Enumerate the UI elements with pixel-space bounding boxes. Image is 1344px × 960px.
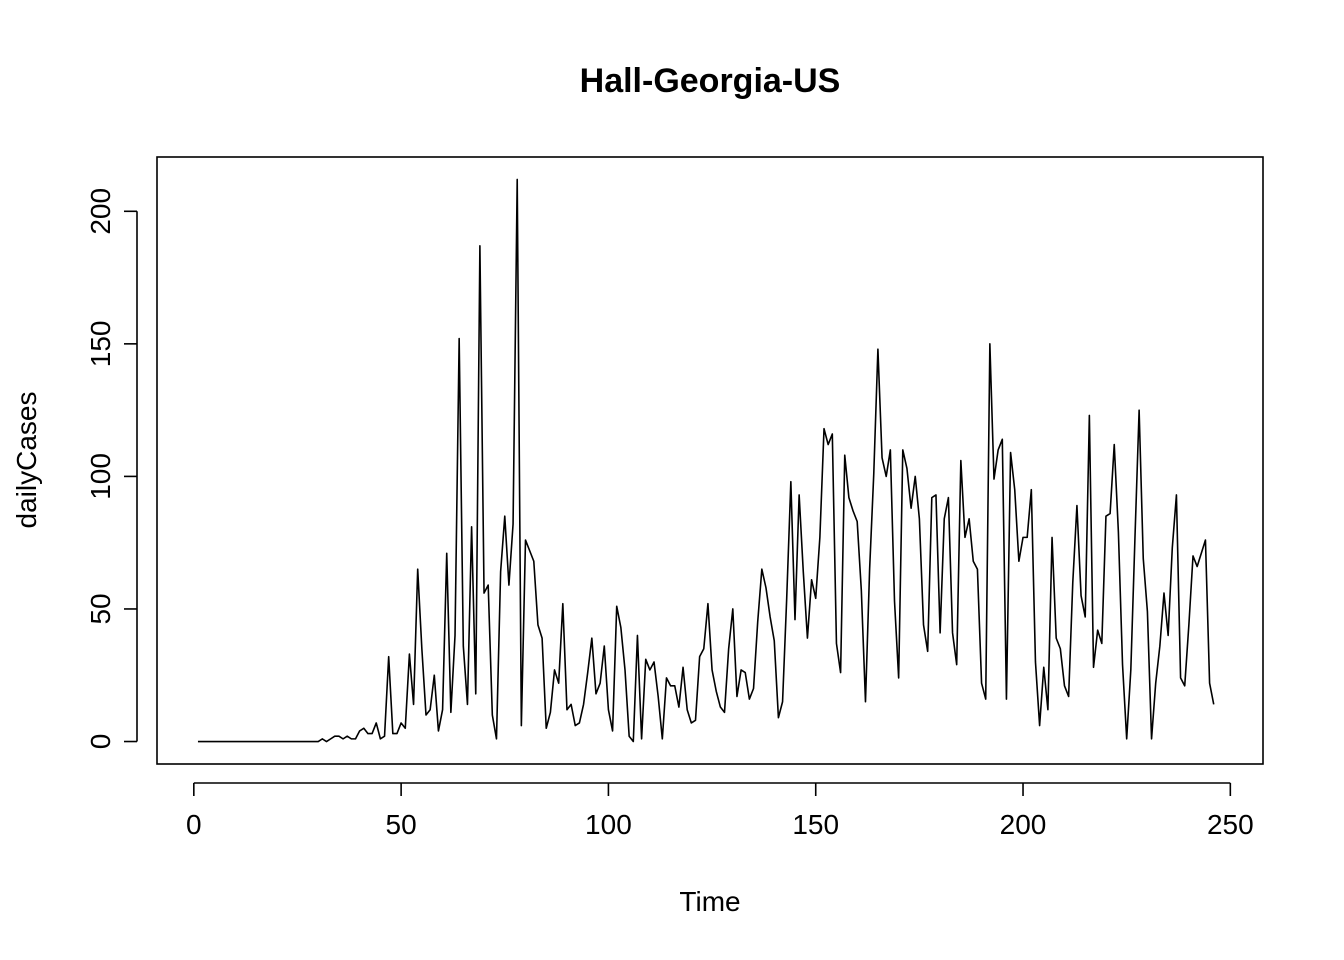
x-axis: 0 50 100 150 200 250 (186, 782, 1254, 840)
y-axis: 0 50 100 150 200 (85, 188, 138, 750)
x-tick-label: 150 (792, 809, 839, 840)
x-tick-label: 200 (1000, 809, 1047, 840)
x-tick-label: 50 (386, 809, 417, 840)
x-tick-label: 250 (1207, 809, 1254, 840)
y-tick-label: 0 (85, 734, 116, 750)
series-layer (197, 178, 1215, 743)
y-axis-label: dailyCases (11, 392, 42, 529)
x-tick-label: 100 (585, 809, 632, 840)
x-axis-label: Time (679, 886, 740, 917)
y-tick-label: 200 (85, 188, 116, 235)
y-tick-label: 100 (85, 453, 116, 500)
plot-frame (156, 156, 1264, 765)
series-line (197, 178, 1215, 743)
y-tick-label: 150 (85, 320, 116, 367)
x-tick-label: 0 (186, 809, 202, 840)
y-tick-label: 50 (85, 593, 116, 624)
chart-title: Hall-Georgia-US (580, 62, 841, 100)
